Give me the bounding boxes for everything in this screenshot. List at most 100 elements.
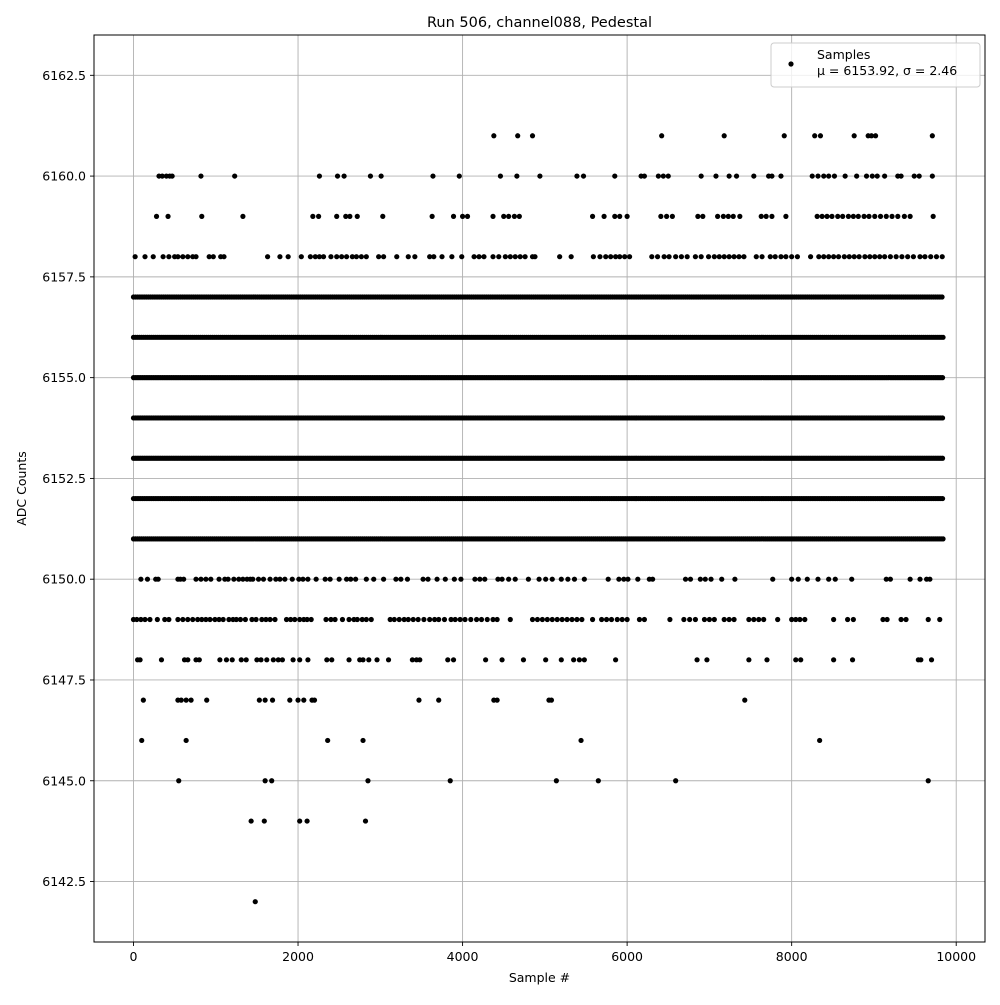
data-point: [918, 657, 924, 663]
data-point: [517, 254, 523, 260]
data-point: [720, 213, 726, 219]
data-point: [856, 254, 862, 260]
data-point: [882, 254, 888, 260]
data-point: [514, 173, 520, 179]
y-axis-label: ADC Counts: [14, 451, 29, 526]
data-point: [917, 576, 923, 582]
data-point: [311, 697, 318, 703]
data-point: [160, 254, 166, 260]
data-point: [532, 254, 538, 260]
data-point: [726, 173, 732, 179]
data-point: [436, 697, 442, 703]
data-point: [313, 576, 319, 582]
data-point: [578, 737, 584, 744]
data-point: [763, 213, 769, 219]
data-point: [650, 576, 656, 582]
data-point: [617, 213, 623, 219]
data-point: [272, 616, 278, 623]
data-point: [380, 576, 387, 582]
data-point: [687, 616, 693, 623]
data-point: [917, 254, 923, 260]
data-point: [678, 254, 685, 260]
data-point: [301, 697, 307, 703]
data-point: [140, 697, 146, 703]
data-point: [759, 254, 765, 260]
data-point: [363, 254, 369, 260]
data-point: [343, 254, 350, 260]
data-point: [459, 213, 466, 219]
data-point: [880, 616, 886, 623]
data-point: [824, 213, 830, 219]
data-point: [831, 254, 837, 260]
data-point: [783, 254, 789, 260]
data-point: [142, 616, 148, 623]
data-point: [725, 213, 731, 219]
data-point: [185, 254, 191, 260]
data-point: [277, 576, 283, 582]
data-point: [605, 576, 611, 582]
data-point: [576, 657, 583, 663]
data-point: [807, 254, 814, 260]
data-point: [447, 778, 453, 784]
data-point: [901, 213, 907, 219]
x-tick-label: 0: [130, 949, 138, 964]
data-point: [781, 133, 787, 139]
data-point: [855, 213, 861, 219]
data-point: [911, 173, 917, 179]
data-point: [166, 254, 172, 260]
data-point: [506, 213, 512, 219]
data-point: [624, 616, 630, 623]
data-point: [138, 616, 144, 623]
data-point: [883, 213, 889, 219]
data-point: [761, 616, 767, 623]
data-point: [336, 576, 342, 582]
data-point: [374, 657, 380, 663]
data-point: [393, 576, 399, 582]
data-point: [290, 657, 296, 663]
data-point: [343, 213, 349, 219]
data-point: [694, 657, 700, 663]
grid: [94, 35, 985, 942]
data-point: [185, 657, 191, 663]
x-tick-label: 10000: [936, 949, 976, 964]
data-point: [363, 616, 369, 623]
data-point: [207, 616, 213, 623]
data-point: [334, 254, 340, 260]
data-point: [434, 576, 440, 582]
data-point: [448, 616, 454, 623]
data-point: [180, 616, 186, 623]
data-point: [175, 254, 181, 260]
data-point: [288, 616, 294, 623]
data-points: [130, 133, 946, 905]
data-point: [698, 254, 704, 260]
data-point: [616, 576, 622, 582]
data-point: [473, 616, 480, 623]
data-point: [751, 616, 757, 623]
data-point: [925, 616, 931, 623]
data-point: [203, 576, 209, 582]
data-point: [416, 697, 422, 703]
data-point: [220, 616, 226, 623]
data-point: [751, 173, 757, 179]
data-point: [529, 616, 536, 623]
data-point: [248, 818, 254, 824]
data-point: [758, 213, 764, 219]
data-point: [282, 576, 288, 582]
data-point: [289, 576, 295, 582]
data-point: [553, 778, 559, 784]
data-point: [831, 657, 837, 663]
data-point: [459, 254, 465, 260]
data-point: [490, 254, 496, 260]
data-point: [539, 616, 545, 623]
data-point: [368, 616, 374, 623]
data-point: [580, 173, 587, 179]
data-point: [327, 576, 333, 582]
data-point: [154, 616, 160, 623]
data-point: [661, 254, 667, 260]
data-point: [511, 213, 518, 219]
data-point: [262, 778, 268, 784]
data-point: [253, 616, 259, 623]
data-point: [795, 576, 801, 582]
data-point: [147, 616, 153, 623]
